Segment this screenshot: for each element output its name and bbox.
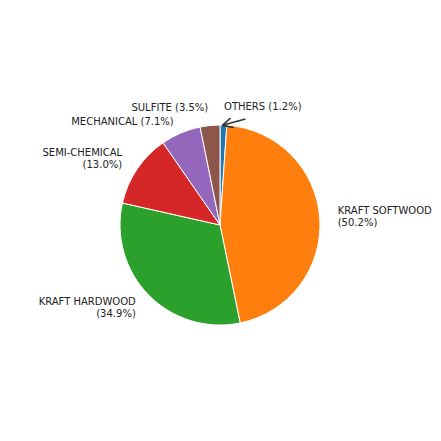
slice-label-line: MECHANICAL (7.1%) bbox=[71, 116, 174, 127]
slice-label-line: (34.9%) bbox=[96, 308, 136, 319]
slice-label-line: SEMI-CHEMICAL bbox=[43, 147, 123, 158]
slice-label-line: (13.0%) bbox=[83, 159, 123, 170]
slice-label-line: (50.2%) bbox=[338, 217, 378, 228]
chart-svg: OTHERS (1.2%)KRAFT SOFTWOOD(50.2%)KRAFT … bbox=[0, 0, 441, 441]
slice-label: SULFITE (3.5%) bbox=[131, 102, 208, 113]
pie-group: OTHERS (1.2%)KRAFT SOFTWOOD(50.2%)KRAFT … bbox=[39, 101, 432, 325]
slice-label: SEMI-CHEMICAL(13.0%) bbox=[43, 147, 123, 170]
slice-label: KRAFT HARDWOOD(34.9%) bbox=[39, 296, 136, 319]
slice-label-line: KRAFT HARDWOOD bbox=[39, 296, 136, 307]
pie-slice bbox=[220, 125, 320, 323]
slice-label: OTHERS (1.2%) bbox=[224, 101, 302, 112]
slice-label-line: KRAFT SOFTWOOD bbox=[338, 205, 432, 216]
annotation-arrow bbox=[223, 119, 245, 125]
slice-label-line: SULFITE (3.5%) bbox=[131, 102, 208, 113]
slice-label: MECHANICAL (7.1%) bbox=[71, 116, 174, 127]
slice-label: KRAFT SOFTWOOD(50.2%) bbox=[338, 205, 432, 228]
pie-slice bbox=[120, 203, 240, 325]
labels: OTHERS (1.2%)KRAFT SOFTWOOD(50.2%)KRAFT … bbox=[39, 101, 432, 319]
pie-slice bbox=[200, 125, 220, 225]
slice-label-line: OTHERS (1.2%) bbox=[224, 101, 302, 112]
slices bbox=[120, 125, 320, 325]
